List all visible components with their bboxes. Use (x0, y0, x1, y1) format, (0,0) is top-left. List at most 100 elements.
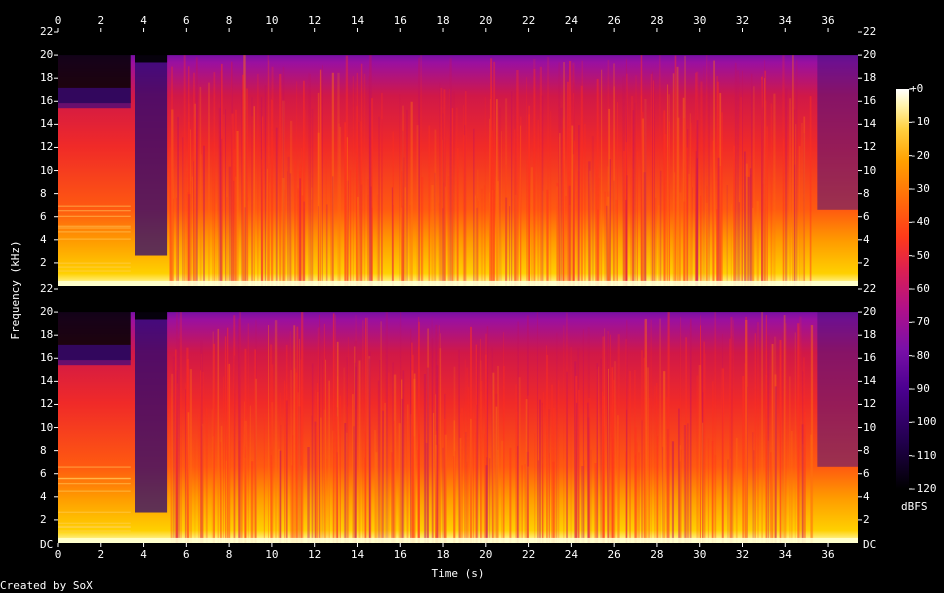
transient-streak (353, 426, 355, 543)
transient-streak (633, 102, 636, 286)
transient-streak (289, 330, 291, 543)
transient-streak (236, 130, 239, 286)
transient-streak (641, 112, 644, 286)
harmonic-line (58, 477, 131, 479)
transient-streak (381, 417, 383, 543)
transient-streak (672, 73, 675, 286)
transient-streak (441, 139, 444, 286)
transient-streak (773, 336, 777, 543)
transient-streak (418, 433, 420, 543)
transient-streak (789, 376, 791, 543)
transient-streak (420, 52, 422, 286)
transient-streak (398, 423, 401, 543)
credit-label: Created by SoX (0, 579, 93, 592)
transient-streak (648, 397, 650, 543)
transient-streak (516, 411, 519, 543)
y-tick-label-right: 20 (863, 305, 877, 319)
transient-streak (241, 89, 243, 286)
transient-streak (293, 368, 297, 543)
colorbar-tick-label: -80 (910, 348, 930, 362)
transient-streak (704, 353, 707, 543)
transient-streak (339, 126, 342, 286)
transient-streak (238, 440, 241, 543)
y-tick-label-right: 8 (863, 186, 870, 200)
transient-streak (546, 354, 549, 543)
transient-streak (447, 176, 449, 286)
y-tick-label-left: 16 (40, 94, 54, 108)
y-tick-label-left: 20 (40, 305, 54, 319)
transient-streak (646, 367, 650, 543)
transient-streak (656, 382, 658, 543)
y-tick-label-right: 14 (863, 374, 877, 388)
fade-region (817, 32, 858, 210)
transient-streak (752, 152, 754, 286)
transient-streak (177, 116, 179, 286)
transient-streak (610, 334, 611, 543)
y-tick-label-right: 2 (863, 255, 870, 269)
transient-streak (752, 432, 754, 543)
transient-streak (713, 60, 715, 286)
transient-streak (632, 168, 634, 286)
transient-streak (370, 186, 372, 286)
transient-streak (762, 107, 764, 286)
transient-streak (290, 465, 293, 543)
transient-streak (650, 73, 653, 286)
transient-streak (785, 323, 787, 543)
transient-streak (552, 461, 555, 543)
transient-streak (334, 315, 336, 543)
transient-streak (368, 358, 371, 543)
transient-streak (235, 109, 237, 286)
transient-streak (550, 111, 552, 286)
transient-streak (566, 312, 568, 543)
y-dc-label-right: DC (863, 538, 877, 551)
transient-streak (459, 438, 462, 543)
transient-streak (765, 374, 768, 543)
transient-streak (752, 207, 755, 286)
transient-streak (317, 391, 319, 543)
transient-streak (475, 344, 478, 543)
transient-streak (254, 349, 256, 543)
transient-streak (235, 176, 237, 286)
y-tick-label-left: 12 (40, 397, 54, 411)
transient-streak (587, 417, 590, 543)
transient-streak (392, 362, 394, 543)
transient-streak (785, 88, 788, 286)
transient-streak (636, 442, 638, 543)
x-tick-label-top: 34 (778, 14, 792, 27)
transient-streak (221, 63, 223, 286)
gap-region (135, 32, 168, 256)
y-tick-label-left: 2 (40, 255, 47, 269)
transient-streak (740, 97, 743, 286)
transient-streak (587, 327, 590, 543)
transient-streak (400, 207, 403, 286)
x-tick-label-top: 16 (393, 14, 407, 27)
transient-streak (486, 326, 489, 543)
transient-streak (616, 415, 620, 543)
transient-streak (452, 91, 455, 287)
transient-streak (700, 315, 702, 543)
transient-streak (337, 72, 340, 286)
x-tick-label-bottom: 18 (436, 548, 450, 561)
transient-streak (417, 346, 419, 543)
transient-streak (779, 340, 782, 543)
transient-streak (575, 402, 578, 543)
transient-streak (576, 191, 578, 286)
x-tick-label-bottom: 4 (140, 548, 147, 561)
transient-streak (744, 363, 747, 543)
transient-streak (635, 454, 637, 543)
transient-streak (279, 74, 282, 287)
colorbar-tick-label: -50 (910, 248, 930, 262)
transient-streak (175, 197, 178, 286)
transient-streak (591, 136, 594, 286)
transient-streak (425, 442, 428, 543)
transient-streak (330, 154, 333, 286)
transient-streak (696, 158, 698, 286)
transient-streak (249, 405, 251, 543)
transient-streak (632, 110, 635, 286)
transient-streak (537, 119, 540, 286)
transient-streak (580, 85, 583, 286)
transient-streak (625, 58, 627, 286)
transient-streak (188, 66, 190, 287)
transient-streak (570, 346, 572, 543)
transient-streak (226, 197, 228, 286)
